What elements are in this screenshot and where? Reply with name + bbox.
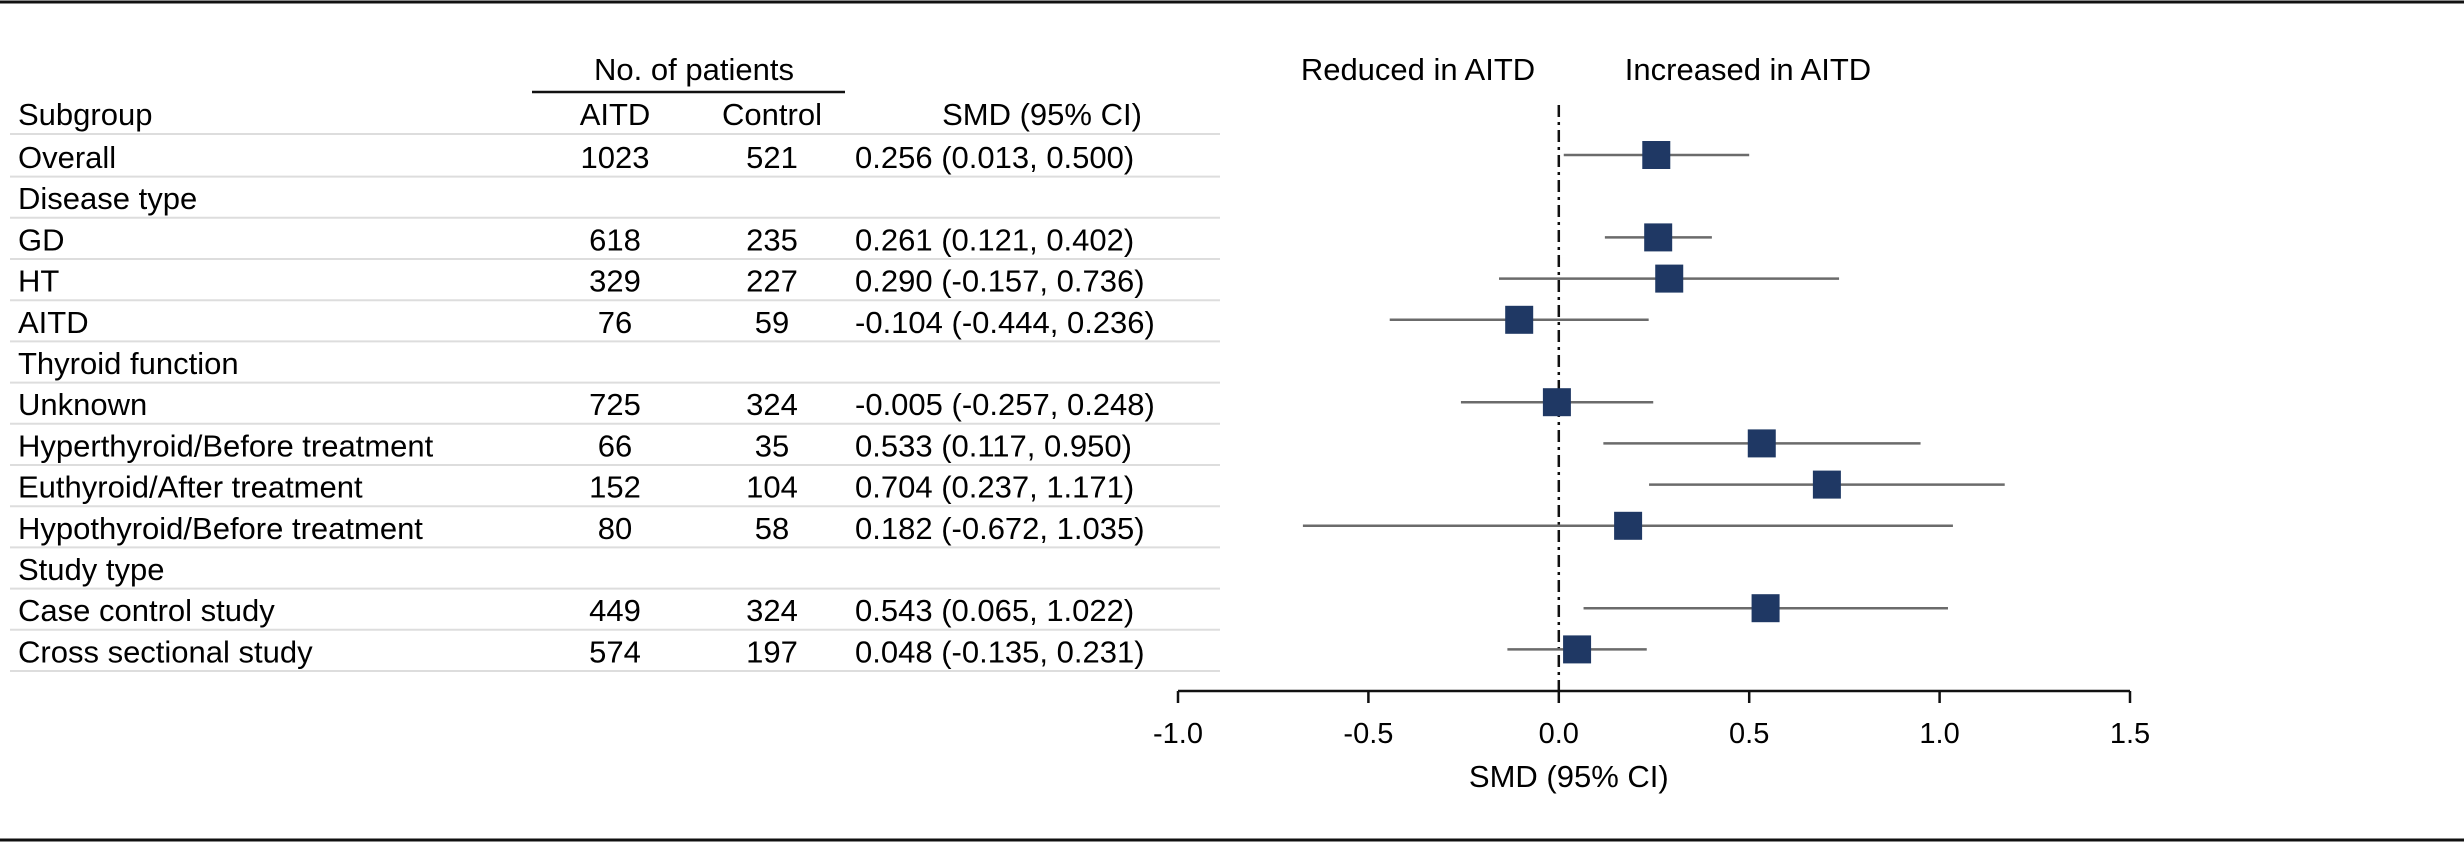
cell-smd-ci: 0.290 (-0.157, 0.736) bbox=[855, 264, 1145, 299]
x-tick-label: 1.5 bbox=[2110, 718, 2150, 750]
cell-control-count: 227 bbox=[746, 264, 798, 299]
estimate-marker bbox=[1542, 388, 1571, 417]
cell-aitd-count: 80 bbox=[598, 511, 632, 546]
estimate-marker bbox=[1505, 305, 1534, 334]
x-tick-label: 0.0 bbox=[1539, 718, 1579, 750]
row-label: AITD bbox=[18, 305, 89, 340]
x-tick-label: 1.0 bbox=[1919, 718, 1959, 750]
cell-control-count: 104 bbox=[746, 470, 798, 505]
cell-aitd-count: 66 bbox=[598, 428, 632, 463]
table-body: Overall 1023 521 0.256 (0.013, 0.500) Diseas… bbox=[18, 140, 1155, 669]
row-label: Cross sectional study bbox=[18, 634, 313, 669]
column-header-aitd: AITD bbox=[580, 97, 651, 132]
estimate-marker bbox=[1747, 429, 1776, 458]
x-axis: -1.0 -0.5 0.0 0.5 1.0 1.5 bbox=[1153, 689, 2150, 750]
cell-aitd-count: 1023 bbox=[581, 140, 650, 175]
cell-smd-ci: -0.104 (-0.444, 0.236) bbox=[855, 305, 1155, 340]
estimate-marker bbox=[1644, 223, 1673, 252]
cell-smd-ci: 0.256 (0.013, 0.500) bbox=[855, 140, 1134, 175]
estimate-marker bbox=[1563, 635, 1592, 664]
group-heading: Thyroid function bbox=[18, 346, 239, 381]
cell-smd-ci: 0.261 (0.121, 0.402) bbox=[855, 222, 1134, 257]
column-header-subgroup: Subgroup bbox=[18, 97, 152, 132]
cell-aitd-count: 618 bbox=[589, 222, 641, 257]
column-header-smd: SMD (95% CI) bbox=[942, 97, 1142, 132]
row-label: Hypothyroid/Before treatment bbox=[18, 511, 423, 546]
row-label: Overall bbox=[18, 140, 116, 175]
estimate-marker bbox=[1655, 264, 1684, 293]
row-label: Case control study bbox=[18, 593, 275, 628]
cell-aitd-count: 152 bbox=[589, 470, 641, 505]
x-tick-label: 0.5 bbox=[1729, 718, 1769, 750]
cell-smd-ci: 0.704 (0.237, 1.171) bbox=[855, 470, 1134, 505]
cell-smd-ci: 0.543 (0.065, 1.022) bbox=[855, 593, 1134, 628]
forest-marks bbox=[1302, 141, 2005, 664]
cell-aitd-count: 329 bbox=[589, 264, 641, 299]
cell-smd-ci: 0.182 (-0.672, 1.035) bbox=[855, 511, 1145, 546]
group-heading: Study type bbox=[18, 552, 164, 587]
direction-label-right: Increased in AITD bbox=[1625, 52, 1871, 87]
row-label: Unknown bbox=[18, 387, 147, 422]
row-label: GD bbox=[18, 222, 65, 257]
cell-control-count: 35 bbox=[755, 428, 789, 463]
row-label: Hyperthyroid/Before treatment bbox=[18, 428, 434, 463]
cell-control-count: 197 bbox=[746, 634, 798, 669]
cell-control-count: 59 bbox=[755, 305, 789, 340]
column-header-control: Control bbox=[722, 97, 822, 132]
x-tick-label: -1.0 bbox=[1153, 718, 1203, 750]
cell-smd-ci: -0.005 (-0.257, 0.248) bbox=[855, 387, 1155, 422]
estimate-marker bbox=[1751, 594, 1780, 623]
group-heading: Disease type bbox=[18, 181, 197, 216]
cell-control-count: 324 bbox=[746, 593, 798, 628]
group-header-patients: No. of patients bbox=[594, 52, 794, 87]
cell-aitd-count: 449 bbox=[589, 593, 641, 628]
row-label: Euthyroid/After treatment bbox=[18, 470, 363, 505]
x-tick-label: -0.5 bbox=[1343, 718, 1393, 750]
row-label: HT bbox=[18, 264, 59, 299]
forest-plot-area: -1.0 -0.5 0.0 0.5 1.0 1.5 SMD (95% CI) bbox=[1153, 105, 2150, 794]
estimate-marker bbox=[1812, 470, 1841, 499]
estimate-marker bbox=[1642, 141, 1671, 169]
estimate-marker bbox=[1614, 511, 1643, 540]
x-axis-label: SMD (95% CI) bbox=[1469, 759, 1669, 794]
cell-control-count: 235 bbox=[746, 222, 798, 257]
cell-aitd-count: 76 bbox=[598, 305, 632, 340]
cell-smd-ci: 0.048 (-0.135, 0.231) bbox=[855, 634, 1145, 669]
cell-aitd-count: 574 bbox=[589, 634, 641, 669]
cell-control-count: 58 bbox=[755, 511, 789, 546]
cell-control-count: 521 bbox=[746, 140, 798, 175]
row-separators bbox=[10, 133, 1220, 672]
cell-aitd-count: 725 bbox=[589, 387, 641, 422]
direction-label-left: Reduced in AITD bbox=[1301, 52, 1535, 87]
cell-smd-ci: 0.533 (0.117, 0.950) bbox=[855, 428, 1132, 463]
cell-control-count: 324 bbox=[746, 387, 798, 422]
